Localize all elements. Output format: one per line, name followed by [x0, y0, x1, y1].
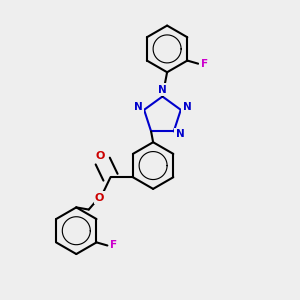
Text: N: N: [134, 102, 142, 112]
Text: F: F: [110, 241, 117, 250]
Text: N: N: [176, 130, 184, 140]
Text: N: N: [183, 102, 191, 112]
Text: O: O: [96, 152, 105, 161]
Text: O: O: [95, 193, 104, 203]
Text: N: N: [158, 85, 167, 95]
Text: F: F: [201, 59, 208, 69]
